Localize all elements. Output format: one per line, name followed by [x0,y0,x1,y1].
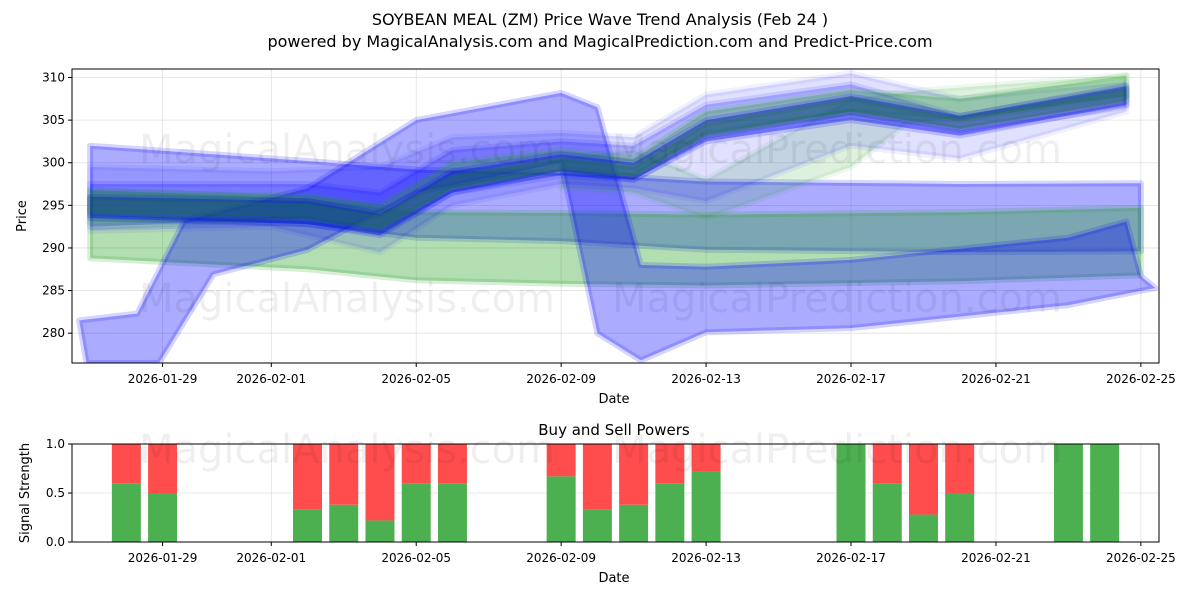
main-y-tick-label: 280 [42,326,65,340]
main-y-tick-label: 290 [42,241,65,255]
wave-band-2 [87,187,1144,289]
sell-bar [655,444,685,484]
main-grid [72,69,1159,363]
sell-bar [437,444,467,484]
sub-x-tick-label: 2026-02-13 [671,551,741,565]
sub-y-tick-label: 0.5 [46,486,65,500]
main-y-ticks: 280 285 290 295 300 305 310 [42,71,72,340]
main-x-tick-label: 2026-02-13 [671,372,741,386]
wave-bands [76,70,1159,363]
main-chart-title: SOYBEAN MEAL (ZM) Price Wave Trend Analy… [372,10,828,29]
sell-bar [872,444,902,484]
sell-bar [111,444,141,484]
sub-x-tick-label: 2026-02-01 [236,551,306,565]
main-x-tick-label: 2026-02-01 [236,372,306,386]
sub-x-tick-label: 2026-02-05 [381,551,451,565]
sub-y-tick-label: 1.0 [46,437,65,451]
main-chart-subtitle: powered by MagicalAnalysis.com and Magic… [267,32,932,51]
main-y-axis-label: Price [15,200,30,232]
buy-bar [1090,444,1120,542]
wave-band-8 [87,83,1130,239]
wave-band-9 [87,86,1130,231]
buy-bar [293,509,323,542]
wave-band-3 [76,89,1159,363]
main-x-tick-label: 2026-02-25 [1106,372,1176,386]
sub-y-ticks: 0.0 0.5 1.0 [46,437,72,549]
main-y-tick-label: 295 [42,198,65,212]
sell-bar [329,444,359,505]
signal-bars [111,444,1120,542]
sub-x-tick-label: 2026-02-09 [526,551,596,565]
watermark-analysis-top: MagicalAnalysis.com [139,127,555,173]
sub-x-tick-label: 2026-02-25 [1106,551,1176,565]
sell-bar [293,444,323,510]
watermark-prediction-top: MagicalPrediction.com [612,127,1062,173]
main-plot-frame [71,68,1160,364]
watermark-prediction-sub: MagicalPrediction.com [612,427,1062,473]
sell-bar [619,444,649,505]
sub-x-axis-label: Date [598,571,629,586]
main-x-tick-label: 2026-02-21 [961,372,1031,386]
main-x-tick-label: 2026-02-05 [381,372,451,386]
sell-bar [945,444,975,493]
buy-bar [111,483,141,542]
buy-bar [582,509,612,542]
buy-bar [437,483,467,542]
watermark-prediction-mid: MagicalPrediction.com [612,276,1062,322]
sub-watermarks: MagicalAnalysis.com MagicalPrediction.co… [139,427,1062,473]
sub-x-ticks: 2026-01-29 2026-02-01 2026-02-05 2026-02-09… [128,542,1176,565]
sell-bar [582,444,612,510]
main-plot-area [72,69,1159,363]
buy-bar [836,444,866,542]
buy-bar [1053,444,1083,542]
buy-bar [908,514,938,542]
sell-bar [148,444,178,493]
sub-x-tick-label: 2026-01-29 [128,551,198,565]
buy-bar [401,483,431,542]
wave-band-7 [87,72,1130,234]
watermark-analysis-sub: MagicalAnalysis.com [139,427,555,473]
sell-bar [365,444,395,521]
main-x-tick-label: 2026-02-17 [816,372,886,386]
sell-bar [546,444,576,477]
sub-x-tick-label: 2026-02-21 [961,551,1031,565]
main-y-tick-label: 305 [42,113,65,127]
wave-band-6 [87,81,1130,236]
main-x-tick-label: 2026-02-09 [526,372,596,386]
buy-bar [619,504,649,542]
main-x-axis-label: Date [598,392,629,407]
sell-bar [908,444,938,515]
buy-bar [691,471,721,542]
buy-bar [546,476,576,542]
sell-bar [401,444,431,484]
main-y-tick-label: 285 [42,284,65,298]
buy-bar [148,493,178,542]
sub-x-tick-label: 2026-02-17 [816,551,886,565]
wave-band-5 [87,70,1130,256]
sell-bar [691,444,721,472]
sub-y-axis-label: Signal Strength [18,443,33,543]
watermark-analysis-mid: MagicalAnalysis.com [139,276,555,322]
buy-bar [655,483,685,542]
main-y-tick-label: 300 [42,156,65,170]
wave-band-1 [87,142,1144,256]
main-x-tick-label: 2026-01-29 [128,372,198,386]
main-watermarks: MagicalAnalysis.com MagicalPrediction.co… [139,127,1062,322]
wave-band-4 [558,72,1130,222]
main-y-tick-label: 310 [42,71,65,85]
buy-bar [329,504,359,542]
main-x-ticks: 2026-01-29 2026-02-01 2026-02-05 2026-02-09… [128,363,1176,386]
buy-bar [872,483,902,542]
sub-y-tick-label: 0.0 [46,535,65,549]
sub-chart-title: Buy and Sell Powers [538,421,690,439]
buy-bar [365,520,395,542]
buy-bar [945,493,975,542]
